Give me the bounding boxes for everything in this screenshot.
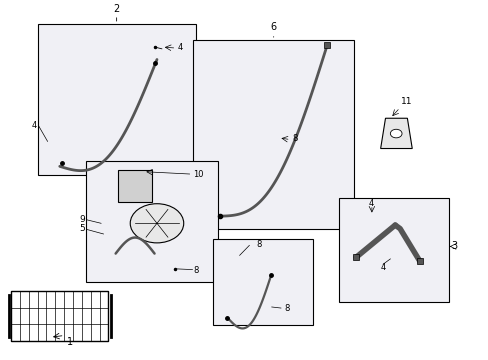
Bar: [193, 40, 353, 229]
Text: 2: 2: [113, 4, 120, 14]
Bar: [11, 291, 108, 341]
Text: 6: 6: [270, 22, 276, 32]
Bar: [339, 198, 448, 302]
Text: 8: 8: [284, 304, 289, 313]
Text: 4: 4: [177, 42, 183, 51]
Text: 8: 8: [291, 134, 297, 143]
Text: 8: 8: [193, 266, 199, 275]
Text: 11: 11: [400, 97, 412, 106]
Text: 1: 1: [67, 337, 73, 347]
Bar: [86, 161, 217, 282]
Text: 8: 8: [256, 240, 261, 249]
Bar: [38, 24, 196, 175]
Text: 4: 4: [31, 121, 36, 130]
Text: 4: 4: [367, 199, 373, 208]
Text: 4: 4: [380, 262, 385, 271]
Text: 10: 10: [193, 170, 203, 179]
Circle shape: [389, 129, 401, 138]
Bar: [212, 239, 312, 325]
Circle shape: [130, 204, 183, 243]
Text: 3: 3: [450, 242, 456, 251]
Polygon shape: [380, 118, 411, 149]
Text: 5: 5: [79, 224, 85, 233]
Bar: [118, 170, 152, 202]
Text: 9: 9: [79, 215, 85, 224]
